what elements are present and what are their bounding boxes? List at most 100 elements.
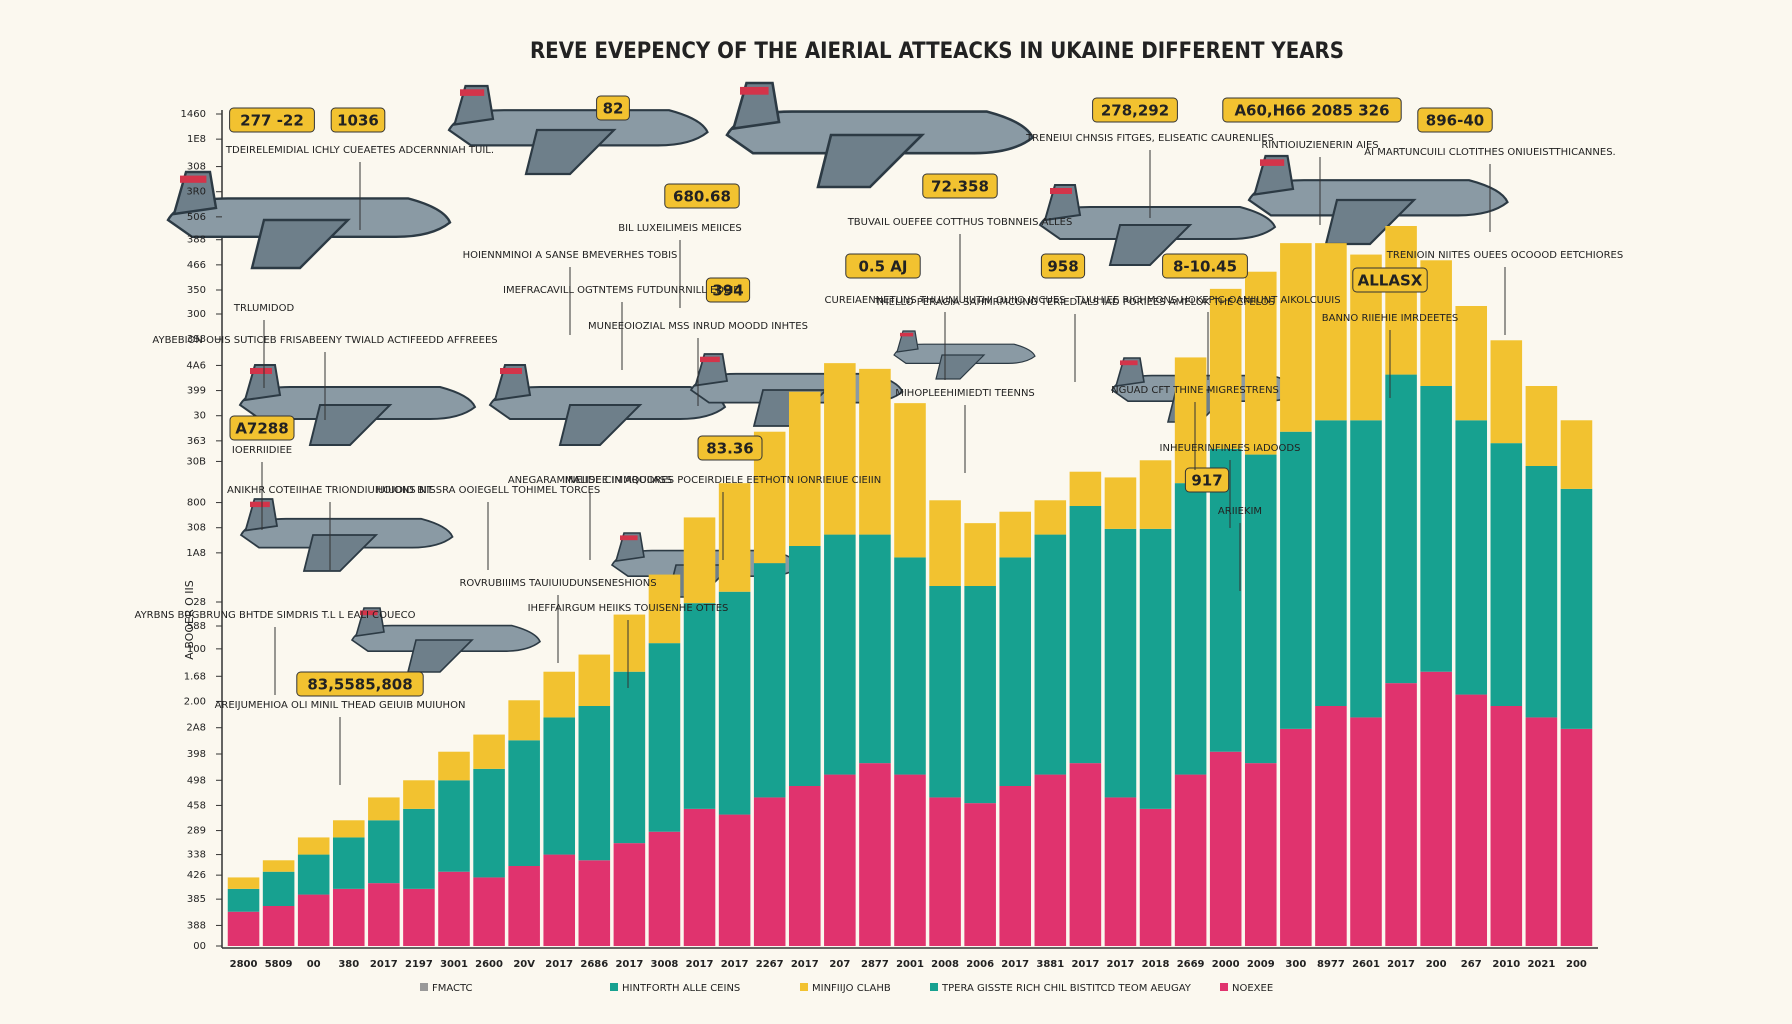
bar-segment	[1420, 671, 1452, 946]
bar-segment	[894, 774, 926, 946]
bar-segment	[1525, 466, 1558, 718]
bar-segment	[332, 837, 365, 889]
bar-segment	[1069, 471, 1102, 506]
bar-segment	[1315, 243, 1347, 421]
bar-segment	[332, 820, 365, 838]
annotation-box	[1184, 467, 1230, 493]
x-tick-label: 2017	[1071, 959, 1099, 970]
annotation-box	[1352, 267, 1428, 293]
x-tick-label: 3008	[651, 959, 679, 970]
x-tick-label: 2600	[475, 959, 503, 970]
bar-segment	[683, 517, 716, 604]
plane-stripe	[250, 368, 272, 374]
caption: AYRBNS BUGBRUNG BHTDE SIMDRIS T.L L EALI…	[135, 610, 416, 621]
bar-segment	[1490, 340, 1523, 444]
bar-segment	[403, 808, 435, 889]
y-tick-label: 466	[187, 260, 206, 271]
caption: ARIIEKIM	[1218, 506, 1262, 517]
y-axis-label: A BOOER O IIS	[183, 580, 196, 659]
annotation-box	[1040, 253, 1086, 279]
bar-segment	[1385, 374, 1417, 684]
plane-wing	[406, 639, 474, 673]
annotation: 83,5585,808	[307, 676, 412, 694]
plane-illustration	[1247, 154, 1509, 246]
bar-segment	[508, 700, 540, 741]
bar-segment	[613, 843, 646, 946]
y-tick-label: 1460	[181, 109, 206, 120]
y-tick-label: 30	[193, 411, 206, 422]
plane-stripe	[620, 535, 638, 541]
bar-segment	[297, 854, 330, 895]
bar-segment	[1560, 420, 1593, 489]
bar-segment	[1280, 728, 1312, 946]
bar-segment	[824, 363, 856, 535]
bar-segment	[438, 751, 470, 781]
caption: IOERRIIDIEE	[232, 445, 292, 456]
bar-segment	[1385, 226, 1417, 375]
bar-segment	[1209, 751, 1242, 946]
bar-segment	[1104, 797, 1137, 946]
annotation-box	[229, 107, 315, 133]
bar-segment	[999, 786, 1032, 946]
plane-stripe	[460, 89, 485, 96]
x-tick-label: 2006	[966, 959, 994, 970]
bar-segment	[929, 586, 961, 798]
bar-segment	[648, 574, 681, 644]
bar-segment	[543, 717, 576, 855]
caption: AI MARTUNCUILI CLOTITHES ONIUEISTTHICANN…	[1364, 147, 1616, 158]
bar-segment	[753, 563, 786, 798]
x-tick-label: 2017	[721, 959, 749, 970]
x-tick-label: 2267	[756, 959, 784, 970]
plane-stripe	[1050, 188, 1072, 194]
x-tick-label: 2877	[861, 959, 889, 970]
bar-segment	[508, 740, 540, 866]
plane-wing	[558, 404, 643, 446]
bar-segment	[1104, 477, 1137, 529]
bar-segment	[297, 837, 330, 855]
bar-segment	[788, 546, 821, 786]
plane-stripe	[1120, 360, 1138, 366]
bar-segment	[1244, 454, 1277, 764]
plane-illustration	[725, 81, 1035, 189]
annotation: 83.36	[706, 440, 753, 458]
caption: IHEFFAIRGUM HEIIKS TOUISENHE OTTES	[528, 603, 729, 614]
annotation: 1036	[337, 112, 379, 130]
bar-segment	[578, 706, 611, 861]
annotation: 958	[1047, 258, 1078, 276]
y-tick-label: 350	[187, 285, 206, 296]
annotation: 394	[712, 282, 743, 300]
annotation-box	[1417, 107, 1493, 133]
bar-segment	[1244, 763, 1277, 946]
bar-segment	[473, 877, 505, 946]
y-tick-label: 388	[187, 235, 206, 246]
plane-wing	[308, 404, 393, 446]
annotation: 8-10.45	[1173, 258, 1237, 276]
y-tick-label: 100	[187, 644, 206, 655]
bar-segment	[1490, 706, 1523, 946]
plane-wing	[250, 218, 351, 270]
y-tick-label: 3S8	[187, 334, 206, 345]
x-tick-label: 380	[338, 959, 359, 970]
bar-segment	[718, 591, 751, 815]
caption: TRLUMIDOD	[233, 303, 295, 314]
bar-segment	[613, 614, 646, 672]
bar-segment	[227, 911, 260, 946]
bar-segment	[964, 803, 996, 946]
bar-segment	[1560, 728, 1593, 946]
caption: THELLO PERAGIA SAHMRMCUNG TERIEDIALS IAD…	[874, 297, 1275, 308]
y-tick-label: 399	[187, 386, 206, 397]
bar-segment	[297, 894, 330, 946]
x-tick-label: 20V	[513, 959, 535, 970]
bar-segment	[718, 814, 751, 946]
plane-stripe	[360, 610, 378, 616]
bar-segment	[543, 854, 576, 946]
bar-segment	[332, 888, 365, 946]
plane-stripe	[740, 86, 769, 95]
annotation-box	[596, 95, 630, 121]
bar-segment	[368, 797, 400, 821]
annotation: 82	[603, 100, 624, 118]
bar-segment	[1139, 460, 1172, 529]
plane-illustration	[893, 330, 1036, 380]
bar-segment	[1209, 288, 1242, 449]
